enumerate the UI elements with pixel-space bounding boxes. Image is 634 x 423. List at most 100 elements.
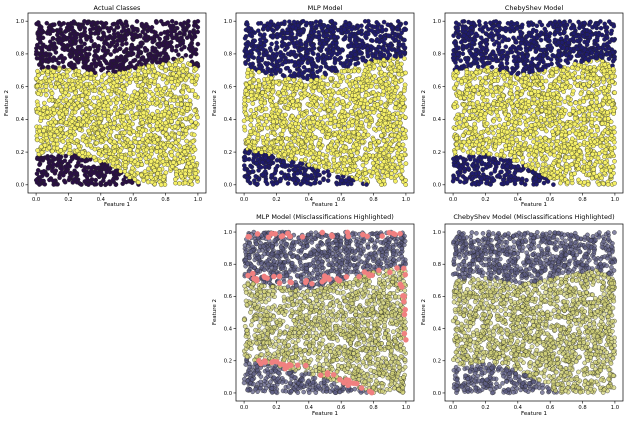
data-point xyxy=(367,72,372,78)
data-point xyxy=(88,76,94,81)
data-point xyxy=(389,25,395,31)
data-point xyxy=(88,27,93,33)
data-point xyxy=(167,43,173,49)
data-point xyxy=(148,78,154,83)
data-point xyxy=(155,91,160,96)
data-point xyxy=(383,115,389,121)
data-point xyxy=(178,77,184,82)
data-point xyxy=(112,144,118,149)
data-point xyxy=(112,139,117,145)
data-points xyxy=(33,18,201,188)
data-point xyxy=(339,109,345,114)
data-point xyxy=(298,165,303,171)
data-point xyxy=(38,177,44,183)
data-point xyxy=(353,61,358,67)
data-point xyxy=(114,78,120,84)
data-point xyxy=(316,141,322,146)
data-point xyxy=(371,137,376,142)
data-point xyxy=(304,180,310,186)
data-point xyxy=(157,167,162,172)
data-point xyxy=(115,164,121,169)
data-point xyxy=(292,132,298,137)
data-point xyxy=(321,23,327,28)
data-point xyxy=(101,96,106,101)
data-point xyxy=(54,141,60,147)
data-point xyxy=(128,60,133,66)
data-point xyxy=(142,98,148,104)
data-point xyxy=(84,107,90,112)
data-point xyxy=(262,164,268,170)
data-point xyxy=(279,163,285,168)
data-point xyxy=(372,126,377,132)
data-point xyxy=(149,97,155,102)
data-point xyxy=(66,78,72,83)
data-point xyxy=(84,71,90,76)
data-point xyxy=(154,162,160,168)
data-point xyxy=(381,45,386,51)
data-point xyxy=(86,64,92,70)
data-point xyxy=(184,138,189,144)
data-point xyxy=(352,68,357,74)
data-point xyxy=(115,24,121,30)
data-point xyxy=(67,129,73,134)
data-point xyxy=(69,119,75,124)
data-point xyxy=(168,92,173,98)
data-point xyxy=(259,115,264,121)
data-point xyxy=(83,33,88,38)
data-point xyxy=(279,132,285,137)
data-point xyxy=(340,99,345,104)
data-point xyxy=(57,175,62,181)
data-point xyxy=(188,155,193,161)
data-point xyxy=(122,121,127,127)
data-point xyxy=(168,143,173,149)
data-point xyxy=(400,142,406,148)
data-point xyxy=(59,103,64,109)
data-point xyxy=(34,21,39,27)
data-point xyxy=(108,91,114,97)
data-point xyxy=(65,36,70,41)
data-point xyxy=(95,166,101,171)
data-point xyxy=(111,125,116,130)
data-point xyxy=(344,59,349,65)
data-point xyxy=(281,128,286,133)
data-point xyxy=(44,20,50,26)
data-point xyxy=(173,140,179,145)
data-point xyxy=(119,109,124,115)
data-point xyxy=(181,27,186,33)
data-point xyxy=(381,178,387,184)
data-point xyxy=(162,112,167,117)
data-point xyxy=(101,103,107,109)
data-point xyxy=(187,33,193,39)
data-point xyxy=(50,36,56,41)
data-point xyxy=(150,111,155,117)
data-point xyxy=(282,19,287,25)
data-point xyxy=(179,108,185,114)
data-point xyxy=(77,127,82,132)
data-point xyxy=(273,102,279,108)
data-point xyxy=(195,25,201,30)
data-point xyxy=(121,66,127,71)
data-point xyxy=(72,177,77,182)
data-point xyxy=(382,72,388,77)
data-point xyxy=(286,172,291,178)
data-point xyxy=(170,84,175,90)
x-tick-label: 0.6 xyxy=(129,197,137,203)
data-point xyxy=(33,76,39,81)
data-point xyxy=(275,124,280,130)
data-point xyxy=(53,119,58,125)
data-point xyxy=(117,46,123,51)
data-point xyxy=(176,130,182,136)
data-point xyxy=(139,162,145,167)
data-point xyxy=(348,53,353,59)
plot-area xyxy=(33,18,201,188)
data-point xyxy=(378,99,384,105)
data-point xyxy=(111,120,117,126)
data-point xyxy=(250,84,255,89)
data-point xyxy=(138,76,143,81)
y-tick-label: 0.8 xyxy=(16,52,24,58)
data-point xyxy=(63,90,68,96)
data-point xyxy=(262,146,268,151)
data-point xyxy=(163,145,168,151)
data-point xyxy=(57,66,62,72)
data-point xyxy=(187,141,193,147)
